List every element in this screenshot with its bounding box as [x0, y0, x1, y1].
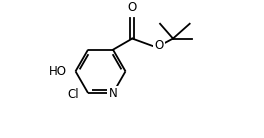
Text: N: N [109, 87, 117, 100]
Text: HO: HO [49, 65, 67, 78]
Text: Cl: Cl [67, 88, 79, 101]
Text: O: O [154, 39, 164, 52]
Text: O: O [128, 1, 137, 14]
